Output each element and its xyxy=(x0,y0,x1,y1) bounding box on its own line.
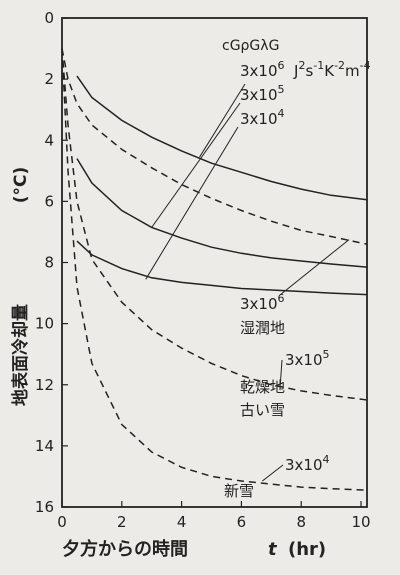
axes xyxy=(61,17,368,508)
y-tick-label: 16 xyxy=(35,498,54,516)
leader-line xyxy=(279,239,350,296)
legend-label-dashed: 3x106 xyxy=(240,292,285,313)
y-axis-label: 地表面冷却量 xyxy=(10,304,31,406)
leader-line xyxy=(145,126,239,280)
leader-line xyxy=(262,464,284,482)
y-tick-label: 6 xyxy=(44,192,54,210)
x-tick-label: 10 xyxy=(351,513,370,531)
legend-unit: J2s-1K-2m-4 xyxy=(293,59,371,80)
x-tick-label: 4 xyxy=(177,513,187,531)
legend-label-solid: 3x104 xyxy=(240,107,285,128)
legend-header: cGρGλG xyxy=(222,38,279,54)
legend-name-dashed: 古い雪 xyxy=(240,401,285,419)
y-tick-label: 8 xyxy=(44,254,54,272)
legend-label-dashed: 3x104 xyxy=(285,453,330,474)
x-tick-label: 8 xyxy=(296,513,306,531)
y-tick-label: 14 xyxy=(35,437,54,455)
legend-name-dashed: 乾燥地 xyxy=(240,378,285,396)
y-tick-label: 12 xyxy=(35,376,54,394)
legend-label-dashed: 3x105 xyxy=(285,348,330,369)
tick-labels: 0 2 4 6 8 10 0 2 4 6 8 10 12 14 16 夕方からの時間 t (hr) 地表面冷却量 (°… xyxy=(10,9,371,560)
leader-line xyxy=(199,83,246,158)
y-tick-label: 4 xyxy=(44,131,54,149)
x-tick-label: 2 xyxy=(117,513,127,531)
x-tick-label: 0 xyxy=(57,513,67,531)
leader-line xyxy=(279,359,283,385)
y-axis-unit: (°C) xyxy=(11,167,31,204)
series-line xyxy=(76,158,368,268)
y-tick-label: 2 xyxy=(44,70,54,88)
y-tick-label: 0 xyxy=(44,9,54,27)
series-line xyxy=(61,48,368,491)
plot-area xyxy=(61,48,368,491)
x-axis-unit: (hr) xyxy=(288,539,326,560)
legend-name-dashed: 新雪 xyxy=(224,482,254,500)
legend-label-solid: 3x106 xyxy=(240,59,285,80)
series-line xyxy=(76,240,368,296)
legend-label-solid: 3x105 xyxy=(240,83,285,104)
series-line xyxy=(61,48,368,401)
x-tick-label: 6 xyxy=(237,513,247,531)
x-axis-label: 夕方からの時間 xyxy=(62,538,188,560)
y-tick-label: 10 xyxy=(35,315,54,333)
series-line xyxy=(76,75,368,201)
series-line xyxy=(61,48,368,245)
annotations: cGρGλG 3x106 J2s-1K-2m-4 3x105 3x104 3x106 湿潤地… xyxy=(145,38,371,500)
x-axis-variable: t xyxy=(268,539,278,560)
legend-name-dashed: 湿潤地 xyxy=(240,319,285,337)
leader-line xyxy=(151,102,241,228)
